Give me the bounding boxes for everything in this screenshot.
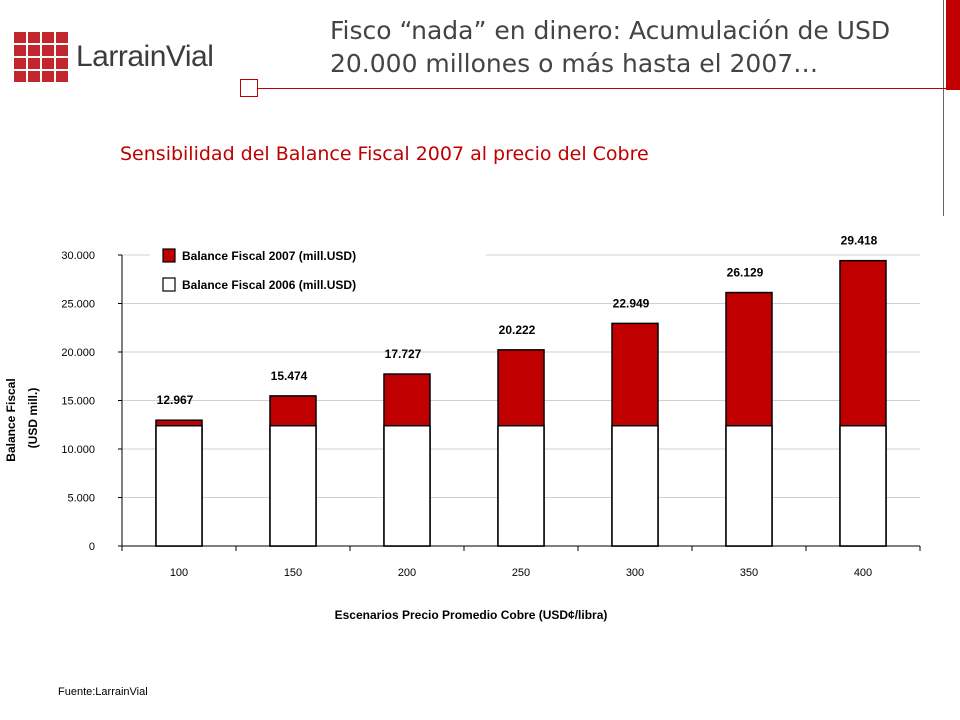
x-tick-label: 100 bbox=[170, 567, 188, 579]
header-divider-horizontal bbox=[240, 88, 960, 89]
x-tick-label: 400 bbox=[854, 567, 872, 579]
header-divider-vertical bbox=[943, 0, 944, 216]
x-tick-label: 300 bbox=[626, 567, 644, 579]
bar-value-label: 17.727 bbox=[385, 347, 422, 361]
legend-label-2007: Balance Fiscal 2007 (mill.USD) bbox=[182, 249, 356, 263]
bar-2006 bbox=[725, 424, 773, 547]
y-tick-label: 30.000 bbox=[61, 250, 95, 262]
larrainvial-logo: LarrainVial bbox=[14, 32, 214, 88]
chart-subtitle: Sensibilidad del Balance Fiscal 2007 al … bbox=[120, 143, 649, 165]
legend-label-2006: Balance Fiscal 2006 (mill.USD) bbox=[182, 278, 356, 292]
bar-2006 bbox=[269, 424, 317, 547]
y-axis-label-line1: Balance Fiscal bbox=[4, 378, 18, 461]
bar-value-label: 20.222 bbox=[499, 323, 536, 337]
y-tick-label: 20.000 bbox=[61, 347, 95, 359]
x-tick-label: 250 bbox=[512, 567, 530, 579]
x-tick-label: 200 bbox=[398, 567, 416, 579]
header-accent-square bbox=[240, 79, 258, 97]
bar-2006 bbox=[155, 424, 203, 547]
legend-swatch-2006 bbox=[162, 277, 176, 292]
logo-text: LarrainVial bbox=[76, 40, 214, 73]
bar-2006 bbox=[611, 424, 659, 547]
slide-title: Fisco “nada” en dinero: Acumulación de U… bbox=[330, 16, 891, 78]
y-tick-label: 25.000 bbox=[61, 299, 95, 311]
header-red-bar bbox=[946, 0, 960, 90]
logo-grid-icon bbox=[14, 32, 70, 84]
y-axis-label-line2: (USD mill.) bbox=[26, 388, 40, 449]
legend-background bbox=[150, 240, 486, 300]
bar-2006 bbox=[383, 424, 431, 547]
legend-swatch-2007 bbox=[162, 248, 176, 263]
bar-2006 bbox=[497, 424, 545, 547]
bar-value-label: 22.949 bbox=[613, 296, 650, 310]
bar-chart: 0 5.000 10.000 15.000 20.000 25.000 30.000 12.9… bbox=[4, 234, 921, 622]
source-note: Fuente:LarrainVial bbox=[58, 686, 148, 698]
y-tick-label: 15.000 bbox=[61, 396, 95, 408]
bar-value-label: 29.418 bbox=[841, 234, 878, 248]
x-tick-label: 150 bbox=[284, 567, 302, 579]
y-tick-label: 10.000 bbox=[61, 444, 95, 456]
x-axis-label: Escenarios Precio Promedio Cobre (USD¢/l… bbox=[335, 608, 608, 622]
bar-value-label: 12.967 bbox=[157, 393, 194, 407]
bar-2006 bbox=[839, 424, 887, 547]
x-tick-label: 350 bbox=[740, 567, 758, 579]
y-tick-label: 5.000 bbox=[67, 493, 95, 505]
bar-value-label: 26.129 bbox=[727, 266, 764, 280]
bar-value-label: 15.474 bbox=[271, 369, 308, 383]
y-tick-label: 0 bbox=[89, 541, 95, 553]
